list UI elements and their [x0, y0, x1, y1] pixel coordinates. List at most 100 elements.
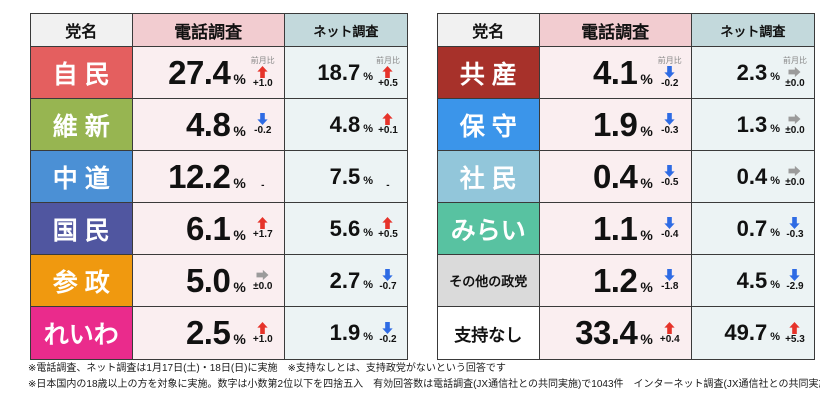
change-arrow-icon: [257, 113, 268, 125]
phone-value-group: 4.8%: [137, 106, 246, 144]
change-arrow-icon: [664, 217, 675, 229]
percent-sign: %: [233, 278, 246, 295]
party-name: 保 守: [438, 99, 540, 150]
change-value: -2.9: [786, 281, 804, 292]
table-row: 参 政 5.0% ±0.0 2.7% -0.7: [31, 255, 407, 307]
change-value: -0.5: [661, 177, 679, 188]
phone-survey-cell: 4.1% 前月比 -0.2: [539, 47, 692, 98]
net-change-stack: -: [373, 163, 403, 191]
table-row: 中 道 12.2% - 7.5% -: [31, 151, 407, 203]
change-arrow-icon: [257, 65, 268, 78]
phone-value-group: 4.1%: [544, 54, 653, 92]
change-value: -0.3: [661, 125, 679, 136]
party-name: 支持なし: [438, 307, 540, 359]
phone-percentage: 12.2: [168, 157, 231, 195]
party-name: 維 新: [31, 99, 133, 150]
phone-percentage: 2.5: [185, 314, 231, 351]
percent-sign: %: [770, 70, 780, 83]
net-percentage: 1.9: [329, 320, 361, 345]
phone-percentage: 27.4: [168, 53, 231, 91]
percent-sign: %: [233, 174, 246, 191]
phone-percentage: 1.9: [592, 105, 638, 143]
footnotes: ※電話調査、ネット調査は1月17日(土)・18日(日)に実施 ※支持なしとは、支…: [28, 361, 820, 393]
phone-survey-cell: 4.8% -0.2: [132, 99, 285, 150]
phone-change-stack: +1.0: [246, 321, 280, 345]
change-arrow-icon: [788, 66, 801, 77]
change-value: ±0.0: [785, 77, 805, 89]
change-value: +0.5: [378, 229, 398, 240]
phone-change-stack: -0.2: [246, 113, 280, 136]
month-over-month-label: 前月比: [782, 55, 807, 65]
change-value: +1.7: [252, 229, 273, 240]
month-over-month-label: 前月比: [375, 55, 400, 65]
net-percentage: 0.7: [736, 215, 768, 241]
table-row: みらい 1.1% -0.4 0.7% -0.3: [438, 203, 814, 255]
phone-percentage: 5.0: [185, 261, 231, 299]
percent-sign: %: [770, 331, 780, 343]
net-percentage: 2.7: [329, 267, 361, 293]
percent-sign: %: [363, 226, 373, 239]
net-survey-cell: 49.7% +5.3: [691, 307, 814, 359]
phone-percentage: 4.1: [592, 53, 638, 91]
phone-value-group: 33.4%: [544, 314, 653, 352]
phone-percentage: 0.4: [592, 157, 638, 195]
phone-survey-cell: 2.5% +1.0: [132, 307, 285, 359]
party-name: 自 民: [31, 47, 133, 98]
phone-change-stack: 前月比 -0.2: [653, 55, 687, 89]
percent-sign: %: [640, 70, 653, 87]
change-value: -: [261, 179, 265, 191]
change-arrow-icon: [664, 165, 675, 177]
footnote-line: ※電話調査、ネット調査は1月17日(土)・18日(日)に実施 ※支持なしとは、支…: [28, 363, 506, 374]
percent-sign: %: [770, 278, 780, 291]
change-value: +1.0: [252, 77, 273, 89]
month-over-month-label: 前月比: [657, 55, 682, 65]
percent-sign: %: [770, 122, 780, 135]
poll-table-right: 党名 電話調査 ネット調査 共 産 4.1% 前月比 -0.2 2.3% 前月比 ±…: [437, 13, 815, 360]
percent-sign: %: [363, 174, 373, 187]
phone-percentage: 6.1: [185, 209, 231, 247]
phone-value-group: 1.1%: [544, 210, 653, 248]
change-arrow-icon: [788, 165, 801, 177]
party-column-header: 党名: [438, 14, 540, 46]
change-arrow-icon: [257, 321, 268, 334]
phone-survey-cell: 27.4% 前月比 +1.0: [132, 47, 285, 98]
party-name: みらい: [438, 203, 540, 254]
phone-percentage: 1.1: [592, 209, 638, 247]
percent-sign: %: [640, 331, 653, 347]
net-survey-cell: 0.4% ±0.0: [691, 151, 814, 202]
phone-value-group: 5.0%: [137, 262, 246, 300]
percent-sign: %: [363, 278, 373, 291]
phone-survey-cell: 12.2% -: [132, 151, 285, 202]
phone-change-stack: 前月比 +1.0: [246, 56, 280, 89]
phone-change-stack: ±0.0: [246, 269, 280, 292]
net-percentage: 5.6: [329, 215, 361, 241]
change-arrow-icon: [789, 217, 801, 229]
net-survey-cell: 0.7% -0.3: [691, 203, 814, 254]
phone-change-stack: +0.4: [653, 321, 687, 345]
phone-value-group: 0.4%: [544, 158, 653, 196]
table-row: 自 民 27.4% 前月比 +1.0 18.7% 前月比 +0.5: [31, 47, 407, 99]
percent-sign: %: [233, 70, 246, 87]
net-change-stack: +5.3: [780, 321, 810, 345]
change-value: -0.2: [379, 333, 397, 345]
percent-sign: %: [770, 174, 780, 187]
net-value-group: 4.8%: [289, 112, 373, 138]
percent-sign: %: [770, 226, 780, 239]
phone-value-group: 1.2%: [544, 262, 653, 300]
party-name: 参 政: [31, 255, 133, 306]
phone-change-stack: -0.4: [653, 217, 687, 240]
net-survey-cell: 2.7% -0.7: [284, 255, 407, 306]
change-arrow-icon: [382, 113, 394, 125]
phone-change-stack: -0.5: [653, 165, 687, 188]
net-value-group: 5.6%: [289, 216, 373, 242]
footnote-line: ※日本国内の18歳以上の方を対象に実施。数字は小数第2位以下を四捨五入 有効回答…: [28, 379, 820, 390]
table-row: 国 民 6.1% +1.7 5.6% +0.5: [31, 203, 407, 255]
percent-sign: %: [363, 331, 373, 343]
party-name: 国 民: [31, 203, 133, 254]
net-change-stack: -0.2: [373, 321, 403, 345]
net-value-group: 2.3%: [696, 60, 780, 86]
net-survey-cell: 4.8% +0.1: [284, 99, 407, 150]
phone-change-stack: -1.8: [653, 269, 687, 292]
party-name: 中 道: [31, 151, 133, 202]
phone-value-group: 12.2%: [137, 158, 246, 196]
